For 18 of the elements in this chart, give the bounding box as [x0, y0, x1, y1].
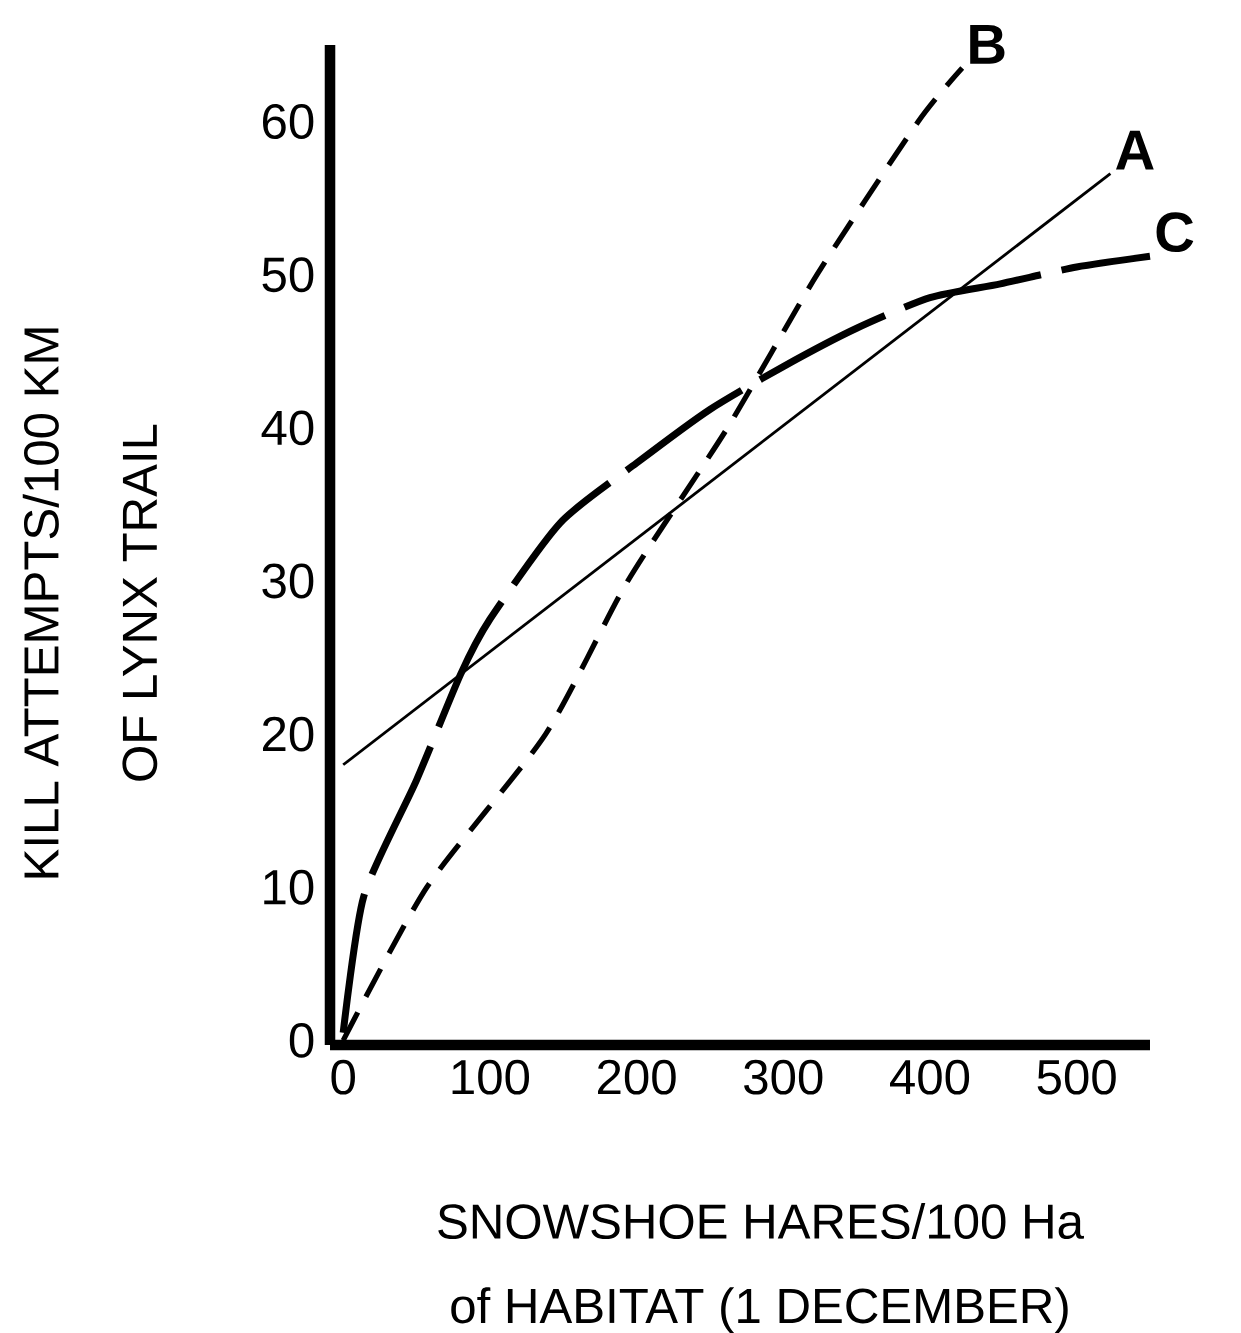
y-tick-label: 50 [262, 257, 314, 293]
series-label: A [1115, 130, 1154, 170]
y-tick-label: 30 [262, 563, 314, 599]
y-tick-label: 0 [289, 1022, 314, 1058]
y-tick-label: 40 [261, 410, 314, 446]
text: KILL ATTEMPTS/100 KM OF LYNX TRAIL [22, 328, 158, 878]
y-tick-label: 10 [264, 869, 314, 905]
x-tick-label: 200 [598, 1059, 676, 1095]
series-label: B [970, 25, 1005, 64]
x-tick-label: 0 [331, 1059, 355, 1095]
x-tick-label: 400 [890, 1059, 970, 1095]
series-label: C [1156, 212, 1194, 253]
x-tick-label: 300 [744, 1059, 823, 1095]
x-axis-title: SNOWSHOE HARES/100 Ha of HABITAT (1 DECEMBER) [438, 1202, 1084, 1333]
y-tick-label: 60 [262, 104, 314, 139]
x-tick-label: 100 [452, 1059, 530, 1095]
y-tick-label: 20 [262, 716, 314, 752]
x-tick-label: 500 [1037, 1059, 1116, 1095]
